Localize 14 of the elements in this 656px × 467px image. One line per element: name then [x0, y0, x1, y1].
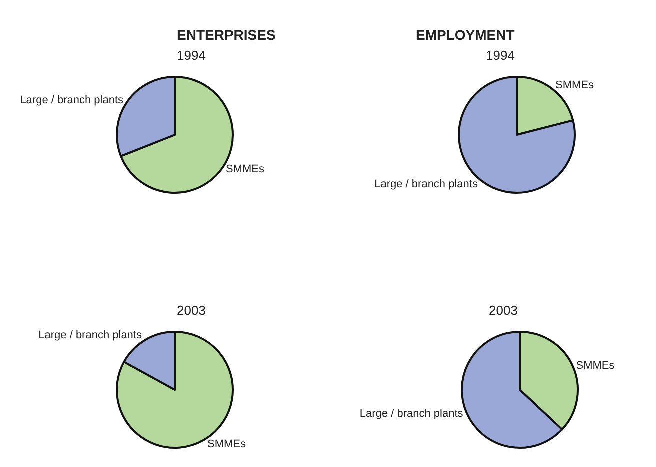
slice-label: Large / branch plants	[20, 94, 124, 107]
slice-label: SMMEs	[556, 79, 595, 92]
slice-label: SMMEs	[208, 438, 247, 450]
chart-subtitle: 1994	[177, 48, 206, 63]
chart-title: 2003	[177, 303, 206, 318]
chart-title: 2003	[489, 303, 518, 318]
slice-label: Large / branch plants	[374, 178, 478, 191]
slice-label: SMMEs	[226, 163, 265, 176]
chart-subtitle: 1994	[486, 48, 515, 63]
chart-title: EMPLOYMENT	[416, 27, 516, 43]
slice-label: SMMEs	[576, 360, 616, 372]
chart-title: ENTERPRISES	[177, 27, 276, 43]
slice-label: Large / branch plants	[360, 408, 464, 420]
slice-label: Large / branch plants	[38, 330, 142, 342]
